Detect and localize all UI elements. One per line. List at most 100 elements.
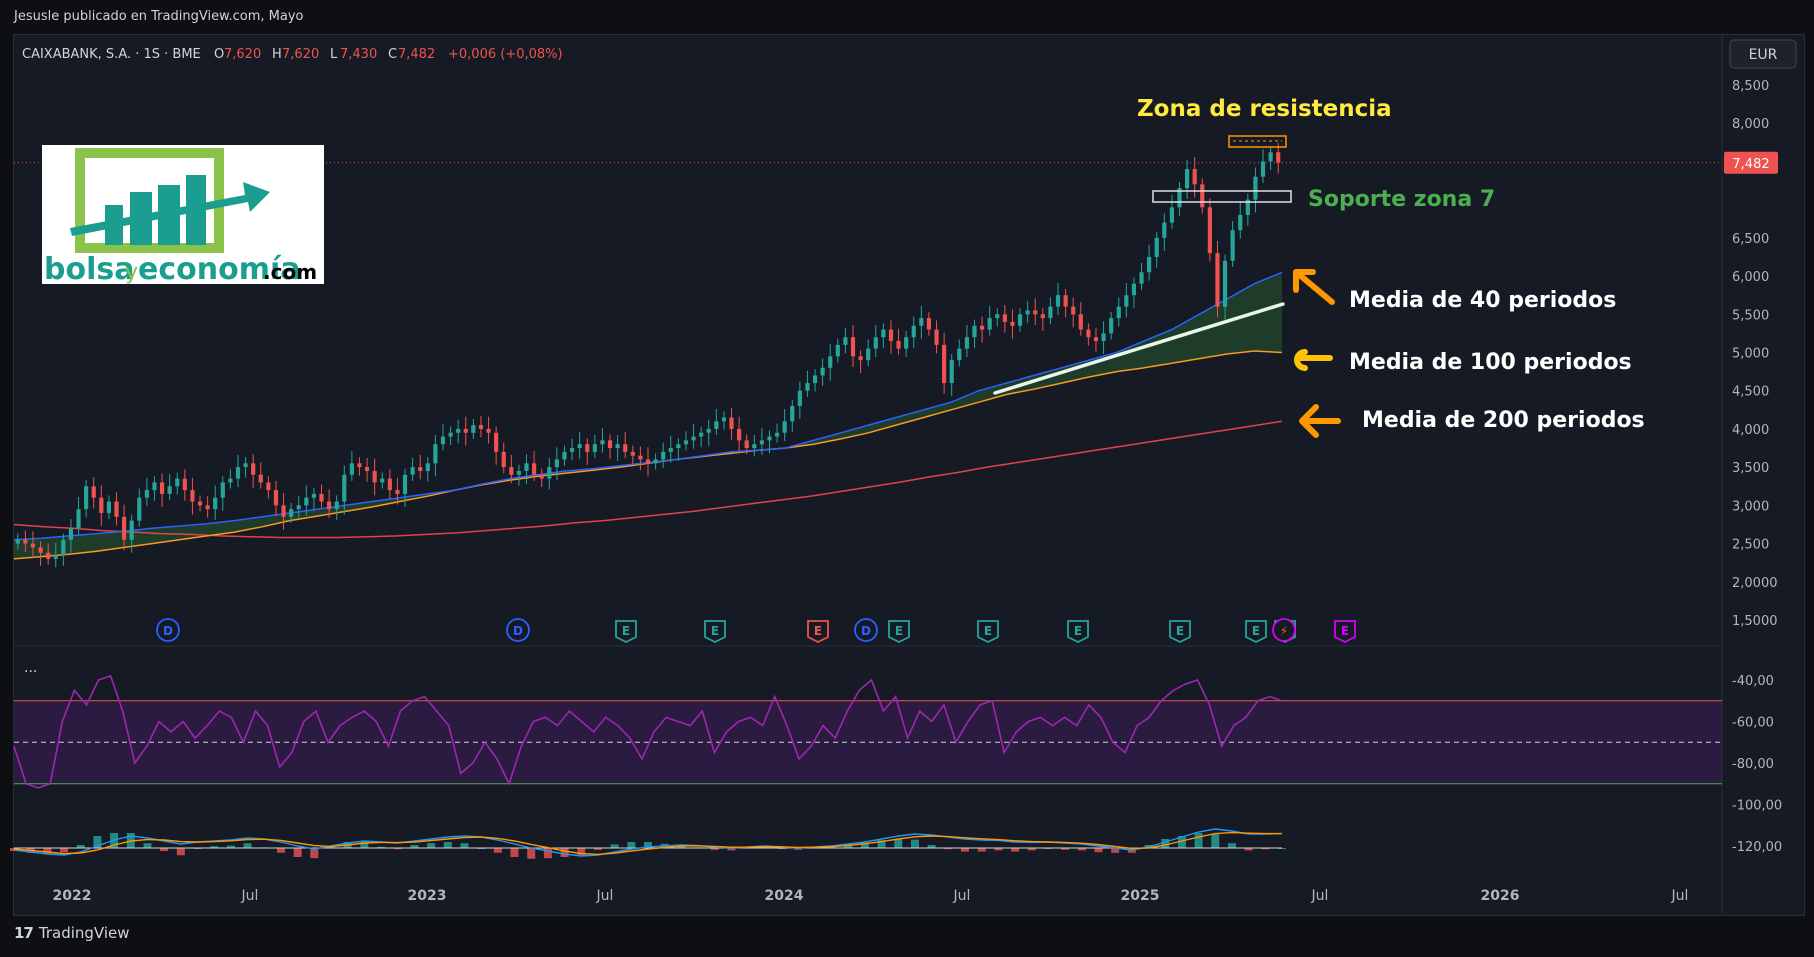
- event-split-icon: [1272, 618, 1296, 642]
- candle-body: [706, 428, 711, 433]
- tradingview-brand[interactable]: 17 TradingView: [14, 924, 130, 942]
- macd-histogram-bar: [994, 848, 1003, 851]
- event-label: E: [1341, 624, 1349, 638]
- candle-body: [197, 501, 203, 506]
- macd-histogram-bar: [1261, 848, 1270, 850]
- last-price-label: 7,482: [1732, 157, 1769, 172]
- candle-body: [418, 467, 423, 471]
- candle-body: [623, 444, 628, 452]
- price-change: +0,006 (+0,08%): [448, 47, 563, 62]
- candle-body: [1101, 333, 1106, 342]
- price-tick-label: 5,500: [1732, 308, 1769, 323]
- candle-body: [273, 490, 279, 506]
- rsi-line: [13, 674, 1283, 789]
- candle-body: [296, 505, 301, 510]
- candle-body: [744, 440, 749, 449]
- macd-signal-line: [13, 831, 1282, 856]
- candle-body: [220, 482, 225, 498]
- macd-histogram-bar: [393, 848, 402, 850]
- event-label: D: [513, 624, 523, 638]
- candle-body: [774, 432, 780, 437]
- candle-body: [364, 467, 370, 471]
- candle-body: [167, 486, 172, 494]
- brand-label: TradingView: [38, 924, 130, 942]
- price-tick-label: 6,500: [1732, 232, 1769, 247]
- price-tick-label: 8,500: [1732, 79, 1769, 94]
- macd-histogram-bar: [93, 836, 102, 848]
- candle-body: [1245, 199, 1250, 215]
- candle-body: [448, 432, 453, 437]
- macd-histogram-bar: [710, 848, 719, 850]
- macd-histogram-bar: [310, 848, 319, 859]
- ma40-label: Media de 40 periodos: [1349, 288, 1616, 313]
- event-earnings-icon: [888, 620, 910, 644]
- candle-body: [516, 470, 522, 475]
- candle-body: [1185, 169, 1190, 189]
- candle-body: [159, 482, 165, 494]
- macd-histogram-bar: [176, 848, 185, 856]
- candle-body: [144, 490, 149, 498]
- candle-body: [1200, 184, 1205, 208]
- price-tick-label: 3,500: [1732, 461, 1769, 476]
- ma200-line: [13, 420, 1283, 539]
- resistance-label: Zona de resistencia: [1137, 96, 1392, 122]
- candle-body: [1131, 283, 1137, 296]
- event-label: E: [984, 624, 992, 638]
- macd-histogram-bar: [927, 845, 936, 848]
- logo-text-economia: economía: [138, 252, 301, 287]
- support-label: Soporte zona 7: [1308, 187, 1495, 212]
- candle-body: [1276, 152, 1281, 163]
- candle-body: [137, 497, 142, 521]
- rsi-tick-label: -60,00: [1732, 716, 1774, 731]
- price-tick-label: 4,000: [1732, 423, 1769, 438]
- candle-body: [334, 501, 339, 510]
- time-axis-label: Jul: [1311, 888, 1329, 904]
- candle-body: [714, 421, 719, 429]
- candle-body: [972, 325, 977, 338]
- candle-body: [68, 528, 74, 540]
- candle-body: [843, 337, 848, 345]
- candle-body: [987, 318, 992, 330]
- macd-histogram-bar: [1011, 848, 1020, 852]
- macd-histogram-bar: [493, 848, 502, 853]
- candle-body: [820, 367, 825, 376]
- currency-badge[interactable]: [1729, 39, 1797, 69]
- ma40-line: [13, 271, 1283, 541]
- candle-body: [547, 467, 552, 479]
- macd-histogram-bar: [43, 848, 52, 854]
- pointing-hand-icon: [1294, 349, 1333, 371]
- rsi-tick-label: -100,00: [1732, 799, 1782, 814]
- candle-body: [395, 490, 400, 494]
- candle-body: [501, 451, 506, 468]
- ohlc-open-label: O: [214, 47, 224, 62]
- event-label: E: [622, 624, 630, 638]
- candle-body: [1078, 314, 1083, 330]
- event-earnings-icon: [704, 620, 726, 644]
- candle-body: [76, 509, 81, 529]
- currency-label: EUR: [1749, 47, 1778, 63]
- candle-body: [957, 348, 962, 361]
- macd-histogram-bar: [1194, 833, 1203, 848]
- ohlc-low-label: L: [330, 47, 338, 62]
- candle-body: [782, 421, 787, 433]
- candle-body: [1063, 295, 1068, 307]
- candle-body: [235, 467, 241, 479]
- time-axis-label: 2024: [765, 888, 804, 904]
- candle-body: [1048, 306, 1053, 319]
- candle-body: [607, 440, 613, 449]
- candle-body: [812, 375, 818, 384]
- candle-body: [653, 459, 658, 464]
- macd-histogram-bar: [577, 848, 586, 856]
- candle-body: [1154, 237, 1159, 257]
- candle-body: [881, 329, 886, 338]
- candle-body: [668, 448, 673, 452]
- candle-body: [1192, 169, 1197, 185]
- candle-body: [46, 552, 51, 559]
- candle-body: [645, 459, 651, 464]
- price-tick-label: 3,000: [1732, 499, 1769, 514]
- candle-body: [53, 555, 58, 559]
- macd-histogram-bar: [794, 848, 803, 850]
- candle-body: [114, 501, 119, 517]
- candle-body: [532, 463, 537, 475]
